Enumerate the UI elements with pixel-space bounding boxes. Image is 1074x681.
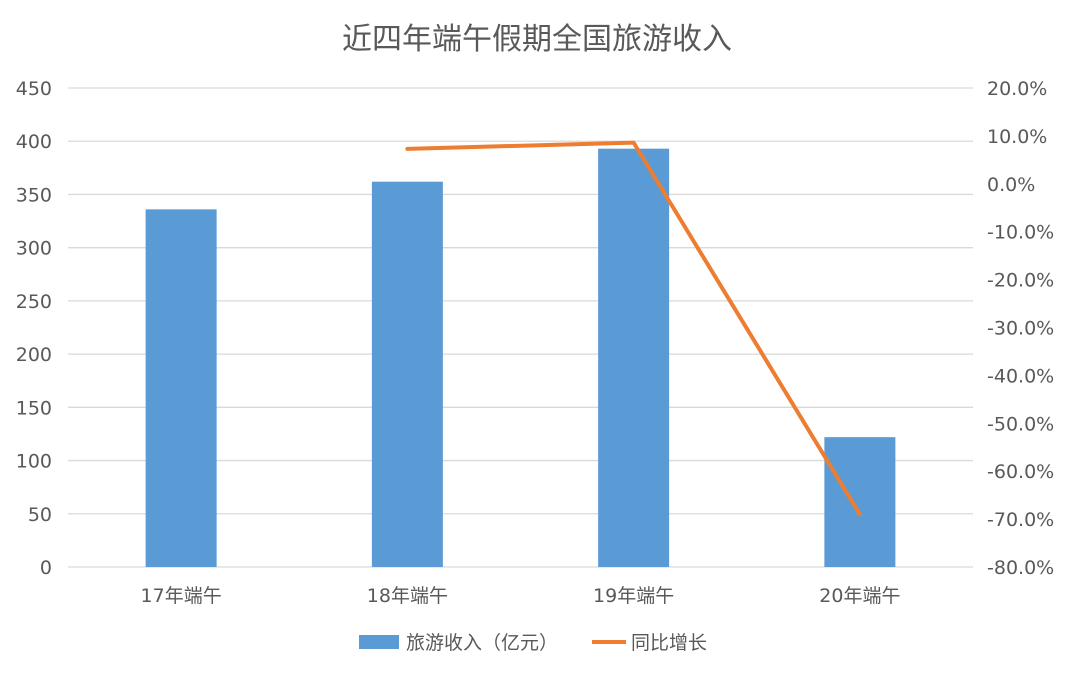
left-tick-label: 100 [16,451,52,473]
right-tick-label: -80.0% [987,557,1054,579]
left-tick-label: 200 [16,344,52,366]
bar-series [145,148,896,567]
bar [598,148,670,567]
left-tick-label: 50 [28,504,52,526]
growth-line [405,140,862,517]
left-tick-label: 450 [16,78,52,100]
category-label: 19年端午 [593,585,674,607]
category-label: 18年端午 [367,585,448,607]
category-label: 17年端午 [141,585,222,607]
right-tick-label: -50.0% [987,413,1054,435]
right-tick-label: 20.0% [987,78,1047,100]
bar [824,437,896,567]
right-y-axis: -80.0% -70.0% -60.0% -50.0% -40.0% -30.0% -20.… [987,78,1054,579]
right-tick-label: -70.0% [987,509,1054,531]
legend-line-label: 同比增长 [631,632,707,654]
legend: 旅游收入（亿元） 同比增长 [359,632,707,654]
right-tick-label: 0.0% [987,174,1035,196]
right-tick-label: -10.0% [987,222,1054,244]
legend-bar-swatch [359,635,399,649]
right-tick-label: 10.0% [987,126,1047,148]
category-axis: 17年端午 18年端午 19年端午 20年端午 [141,585,901,607]
bar [145,209,217,567]
right-tick-label: -60.0% [987,461,1054,483]
line-series [405,140,862,517]
bar [371,181,443,567]
chart-title: 近四年端午假期全国旅游收入 [342,22,732,57]
left-tick-label: 300 [16,238,52,260]
right-tick-label: -30.0% [987,318,1054,340]
left-tick-label: 350 [16,184,52,206]
left-tick-label: 0 [40,557,52,579]
gridlines [68,87,973,568]
right-tick-label: -40.0% [987,365,1054,387]
left-tick-label: 150 [16,397,52,419]
right-tick-label: -20.0% [987,270,1054,292]
left-tick-label: 250 [16,291,52,313]
legend-bar-label: 旅游收入（亿元） [406,632,558,654]
category-label: 20年端午 [819,585,900,607]
left-tick-label: 400 [16,131,52,153]
left-y-axis: 0 50 100 150 200 250 300 350 400 450 [16,78,52,579]
